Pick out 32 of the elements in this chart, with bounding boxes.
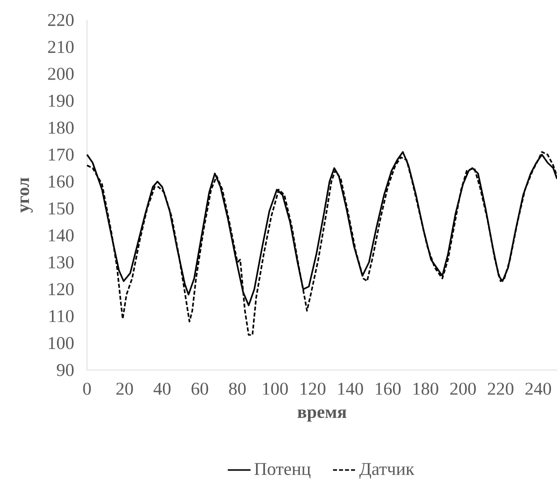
legend-label: Датчик [359,463,414,479]
y-tick-label: 100 [48,336,74,350]
x-tick-label: 180 [413,382,438,395]
x-tick-label: 60 [192,382,208,395]
x-tick-label: 0 [83,382,91,395]
x-tick-label: 220 [488,382,514,395]
y-tick-label: 120 [48,283,74,296]
line-series [86,151,557,336]
x-tick-label: 100 [263,382,288,395]
x-axis-title: время [298,409,346,422]
x-tick-label: 160 [376,382,401,395]
y-tick-label: 210 [48,40,74,53]
x-tick-label: 240 [525,382,552,395]
x-tick-label: 40 [154,382,171,395]
y-tick-label: 170 [48,148,74,161]
y-tick-label: 180 [48,122,74,134]
y-tick-label: 190 [48,94,74,107]
y-tick-label: 110 [50,310,74,322]
x-tick-label: 200 [450,382,476,395]
y-tick-label: 130 [48,256,74,268]
x-tick-label: 120 [300,382,326,395]
x-tick-label: 20 [116,382,133,395]
y-tick-label: 220 [48,14,74,26]
legend-label: Потенц [254,463,310,478]
x-tick-label: 80 [229,382,246,395]
y-tick-label: 150 [48,202,74,215]
y-tick-label: 140 [48,229,74,242]
y-axis-title: угол [20,178,33,213]
y-tick-label: 160 [48,175,74,188]
y-tick-label: 90 [56,364,74,376]
y-tick-label: 200 [48,68,74,80]
x-tick-label: 140 [338,382,364,395]
